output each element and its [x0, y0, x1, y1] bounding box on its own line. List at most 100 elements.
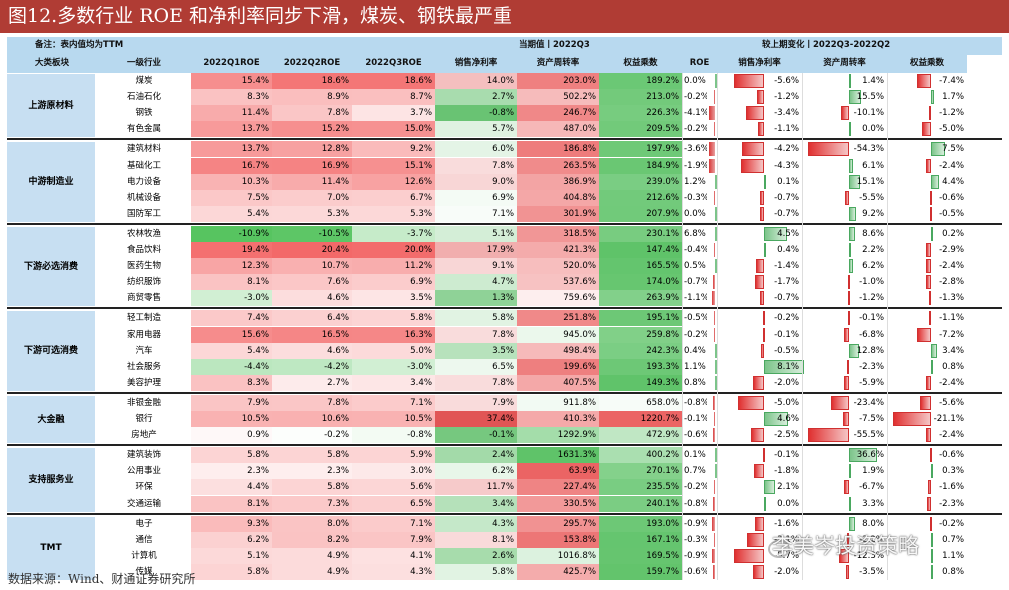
- roe-q2-cell: 8.0%: [272, 515, 352, 532]
- npm-change-bar: [762, 311, 765, 326]
- npm-change-cell: -1.7%: [774, 277, 799, 288]
- em-change-bar: [928, 106, 931, 121]
- npm-change-cell: 0.0%: [777, 498, 799, 509]
- roe-change-cell: 0.4%: [684, 345, 706, 356]
- at-change-cell: -6.7%: [859, 482, 884, 493]
- group-separator: [7, 138, 1002, 141]
- industry-name: 煤炭: [135, 76, 153, 86]
- npm-change-cell: 8.1%: [777, 361, 799, 372]
- roe-q2-cell: 7.8%: [272, 105, 352, 122]
- roe-q2-cell: 5.8%: [272, 479, 352, 496]
- npm-change-cell: -0.2%: [774, 313, 799, 324]
- asset-turnover-cell: 404.8%: [517, 189, 599, 206]
- roe-q1-cell: 5.1%: [191, 547, 272, 564]
- equity-multiplier-cell: 658.0%: [599, 394, 682, 411]
- npm-change-bar: [741, 142, 764, 157]
- at-change-bar: [841, 106, 849, 121]
- at-change-bar: [848, 158, 854, 173]
- at-change-cell: -7.5%: [859, 414, 884, 424]
- npm-change-bar: [763, 359, 805, 374]
- asset-turnover-cell: 421.3%: [517, 242, 599, 259]
- em-change-cell: 0.8%: [942, 566, 964, 577]
- roe-change-cell: -0.5%: [684, 313, 707, 324]
- npm-change-bar: [762, 448, 765, 463]
- at-change-cell: 1.4%: [862, 76, 884, 86]
- at-change-bar: [808, 428, 849, 443]
- roe-q2-cell: -10.5%: [272, 225, 352, 242]
- roe-q3-cell: 4.1%: [352, 547, 435, 564]
- net-margin-cell: 17.9%: [435, 242, 517, 259]
- roe-change-bar: [715, 74, 717, 89]
- column-header: 2022Q3ROE: [352, 55, 435, 73]
- em-change-cell: 7.5%: [942, 144, 964, 155]
- roe-change-cell: -1.9%: [684, 160, 707, 171]
- asset-turnover-cell: 410.3%: [517, 411, 599, 428]
- em-change-bar: [931, 359, 933, 374]
- asset-turnover-cell: 318.5%: [517, 225, 599, 242]
- roe-q2-cell: 7.3%: [272, 495, 352, 512]
- asset-turnover-cell: 330.5%: [517, 495, 599, 512]
- roe-q1-cell: 7.4%: [191, 310, 272, 327]
- roe-q1-cell: 7.5%: [191, 189, 272, 206]
- at-change-bar: [848, 74, 851, 89]
- equity-multiplier-cell: 167.1%: [599, 531, 682, 548]
- npm-change-cell: -5.7%: [774, 550, 799, 561]
- industry-name: 交通运输: [126, 498, 161, 509]
- roe-q2-cell: 20.4%: [272, 242, 352, 259]
- industry-name: 轻工制造: [126, 313, 161, 324]
- npm-change-bar: [754, 464, 764, 479]
- roe-change-bar: [714, 90, 715, 105]
- at-change-bar: [844, 375, 849, 390]
- industry-name: 医药生物: [126, 261, 161, 272]
- npm-change-bar: [763, 412, 788, 427]
- roe-change-bar: [715, 226, 717, 241]
- equity-multiplier-cell: 472.9%: [599, 427, 682, 444]
- roe-change-cell: -0.1%: [684, 414, 707, 424]
- net-margin-cell: 4.3%: [435, 515, 517, 532]
- at-change-cell: -5.5%: [859, 192, 884, 203]
- group-separator: [7, 444, 1002, 447]
- roe-q2-cell: 7.6%: [272, 274, 352, 291]
- net-margin-cell: 5.8%: [435, 563, 517, 580]
- npm-change-cell: -0.7%: [774, 192, 799, 203]
- net-margin-cell: 1.3%: [435, 290, 517, 307]
- roe-change-bar: [709, 106, 715, 121]
- equity-multiplier-cell: 197.9%: [599, 141, 682, 158]
- roe-change-bar: [713, 243, 715, 258]
- roe-change-bar: [715, 375, 717, 390]
- roe-change-cell: -0.2%: [684, 124, 707, 135]
- asset-turnover-cell: 520.0%: [517, 258, 599, 275]
- note-cell: 备注：表内值均为TTM: [7, 37, 435, 55]
- at-change-cell: 3.3%: [862, 498, 884, 509]
- at-change-bar: [848, 90, 861, 105]
- sector-group: 上游原材料: [7, 74, 95, 138]
- roe-change-bar: [715, 359, 717, 374]
- roe-q3-cell: 4.3%: [352, 563, 435, 580]
- net-margin-cell: 2.4%: [435, 447, 517, 464]
- industry-name: 建筑装饰: [126, 450, 161, 461]
- npm-change-cell: -1.2%: [774, 92, 799, 103]
- roe-change-bar: [715, 206, 717, 221]
- net-margin-cell: 2.6%: [435, 547, 517, 564]
- roe-change-cell: 6.8%: [684, 228, 706, 239]
- equity-multiplier-cell: 193.3%: [599, 358, 682, 375]
- equity-multiplier-cell: 147.4%: [599, 242, 682, 259]
- asset-turnover-cell: 251.8%: [517, 310, 599, 327]
- roe-change-bar: [714, 412, 715, 427]
- industry-name: 美容护理: [126, 377, 161, 388]
- em-change-cell: -0.2%: [939, 518, 964, 529]
- roe-change-bar: [711, 291, 715, 306]
- npm-change-bar: [753, 564, 764, 579]
- at-change-cell: -3.5%: [859, 566, 884, 577]
- at-change-bar: [844, 190, 849, 205]
- em-change-cell: -2.4%: [939, 430, 964, 441]
- npm-change-cell: -0.5%: [774, 345, 799, 356]
- at-change-bar: [848, 259, 854, 274]
- at-change-bar: [848, 343, 859, 358]
- industry-name: 社会服务: [126, 361, 161, 372]
- roe-q2-cell: 4.6%: [272, 290, 352, 307]
- column-header: 权益乘数: [887, 55, 967, 73]
- npm-change-bar: [754, 275, 764, 290]
- roe-change-bar: [714, 532, 715, 547]
- net-margin-cell: 6.2%: [435, 463, 517, 480]
